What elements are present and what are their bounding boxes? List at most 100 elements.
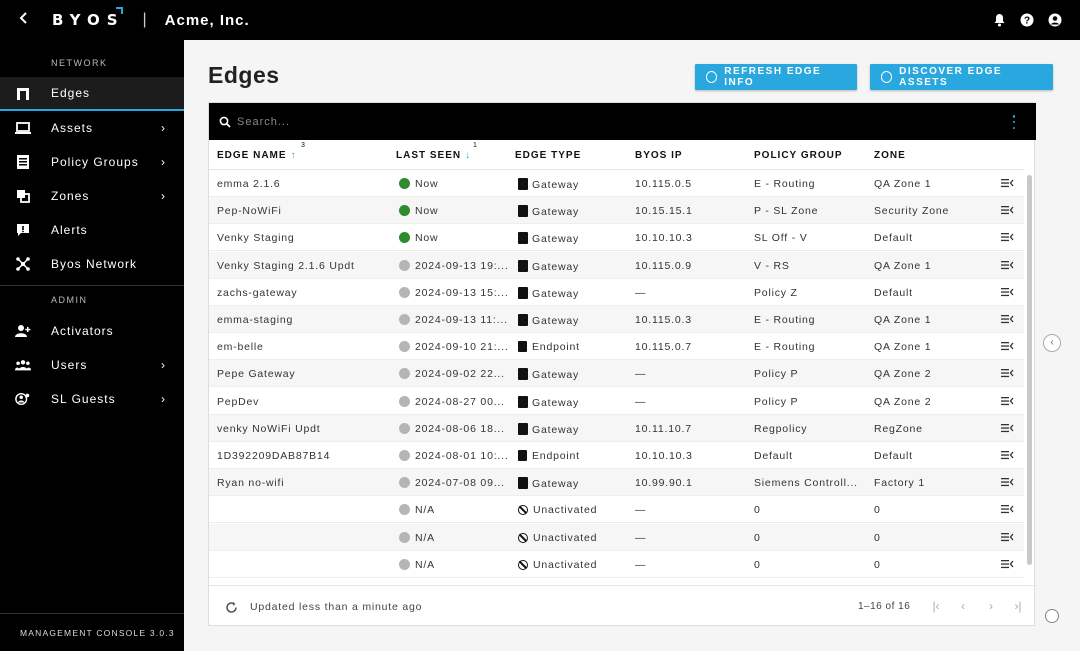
- policy-group-cell: E - Routing: [754, 314, 816, 326]
- row-details-icon[interactable]: [1001, 368, 1014, 378]
- sidebar-item-users[interactable]: Users ›: [0, 348, 184, 382]
- edge-type-cell: Gateway: [518, 286, 630, 300]
- row-details-icon[interactable]: [1001, 504, 1014, 514]
- account-icon[interactable]: [1048, 13, 1062, 27]
- table-row[interactable]: Pepe Gateway 2024-09-02 22... Gateway — Poli…: [209, 360, 1024, 388]
- edge-type-text: Unactivated: [533, 558, 598, 571]
- row-details-icon[interactable]: [1001, 450, 1014, 460]
- sidebar-item-label: Policy Groups: [51, 155, 139, 169]
- table-row[interactable]: N/A Unactivated — 0 0: [209, 523, 1024, 551]
- pagination-info: 1–16 of 16: [858, 601, 911, 612]
- search-input[interactable]: [237, 115, 937, 128]
- row-details-icon[interactable]: [1001, 287, 1014, 297]
- scrollbar-thumb[interactable]: [1027, 175, 1032, 565]
- sidebar-item-assets[interactable]: Assets ›: [0, 111, 184, 145]
- side-panel-icon[interactable]: [1045, 609, 1059, 623]
- byos-logo[interactable]: BYOS: [52, 7, 125, 29]
- edge-name-cell: Venky Staging 2.1.6 Updt: [217, 259, 355, 272]
- sidebar-item-label: Users: [51, 358, 88, 372]
- row-details-icon[interactable]: [1001, 205, 1014, 215]
- sidebar-item-policy-groups[interactable]: Policy Groups ›: [0, 145, 184, 179]
- row-details-icon[interactable]: [1001, 477, 1014, 487]
- byos-ip-cell: —: [635, 395, 647, 408]
- more-options-icon[interactable]: [1012, 115, 1016, 129]
- table-row[interactable]: N/A Unactivated — 0 0: [209, 551, 1024, 578]
- status-dot-icon: [399, 286, 410, 298]
- collapse-panel-icon[interactable]: ‹: [1043, 334, 1061, 352]
- sidebar-item-zones[interactable]: Zones ›: [0, 179, 184, 213]
- last-seen-text: Now: [415, 178, 439, 190]
- sidebar-item-edges[interactable]: Edges: [0, 77, 184, 111]
- previous-page-icon[interactable]: ‹: [961, 599, 965, 613]
- row-details-icon[interactable]: [1001, 178, 1014, 188]
- row-details-icon[interactable]: [1001, 341, 1014, 351]
- policy-group-cell: 0: [754, 531, 761, 544]
- table-scrollbar[interactable]: [1024, 170, 1036, 580]
- policy-group-cell: 0: [754, 558, 761, 571]
- last-seen-cell: N/A: [399, 558, 509, 571]
- sidebar-item-activators[interactable]: Activators: [0, 314, 184, 348]
- help-icon[interactable]: ?: [1020, 13, 1034, 27]
- edge-type-cell: Gateway: [518, 368, 630, 381]
- discover-edge-assets-button[interactable]: DISCOVER EDGE ASSETS: [870, 64, 1053, 90]
- table-row[interactable]: Pep-NoWiFi Now Gateway 10.15.15.1 P - SL Zon…: [209, 197, 1024, 225]
- table-row[interactable]: emma 2.1.6 Now Gateway 10.115.0.5 E - Routin…: [209, 170, 1024, 197]
- table-row[interactable]: Venky Staging 2.1.6 Updt 2024-09-13 19:..…: [209, 251, 1024, 279]
- last-seen-cell: 2024-07-08 09...: [399, 477, 509, 489]
- last-page-icon[interactable]: ›|: [1014, 599, 1022, 613]
- status-dot-icon: [399, 422, 410, 434]
- sort-order-index: 3: [301, 142, 306, 149]
- sidebar-item-byos-network[interactable]: Byos Network: [0, 247, 184, 281]
- row-details-icon[interactable]: [1001, 559, 1014, 569]
- back-button[interactable]: [0, 11, 48, 29]
- row-details-icon[interactable]: [1001, 260, 1014, 270]
- row-details-icon[interactable]: [1001, 532, 1014, 542]
- last-seen-cell: 2024-09-13 15:...: [399, 286, 509, 299]
- gateway-icon: [518, 178, 528, 190]
- table-row[interactable]: N/A Unactivated — 0 0: [209, 496, 1024, 524]
- table-row[interactable]: emma-staging 2024-09-13 11:... Gateway 10.1…: [209, 306, 1024, 333]
- status-dot-icon: [399, 314, 410, 325]
- column-header-byos-ip[interactable]: BYOS IP: [635, 150, 683, 161]
- table-row[interactable]: Ryan no-wifi 2024-07-08 09... Gateway 10.99…: [209, 469, 1024, 497]
- last-seen-cell: 2024-09-13 11:...: [399, 314, 509, 326]
- gateway-icon: [518, 314, 528, 326]
- last-seen-text: 2024-09-13 19:...: [415, 259, 509, 272]
- row-details-icon[interactable]: [1001, 396, 1014, 406]
- table-row[interactable]: PepDev 2024-08-27 00... Gateway — Policy P QA…: [209, 388, 1024, 415]
- table-row[interactable]: zachs-gateway 2024-09-13 15:... Gateway — Po…: [209, 279, 1024, 306]
- refresh-icon[interactable]: [225, 601, 238, 614]
- status-dot-icon: [399, 205, 410, 217]
- last-updated-text: Updated less than a minute ago: [250, 601, 423, 613]
- last-seen-text: N/A: [415, 531, 435, 544]
- status-dot-icon: [399, 450, 410, 461]
- column-header-zone[interactable]: ZONE: [874, 150, 906, 161]
- zone-cell: Default: [874, 450, 913, 462]
- table-row[interactable]: em-belle 2024-09-10 21:... Endpoint 10.115.…: [209, 333, 1024, 361]
- table-row[interactable]: Venky Staging Now Gateway 10.10.10.3 SL Off …: [209, 224, 1024, 252]
- refresh-edge-info-button[interactable]: REFRESH EDGE INFO: [695, 64, 857, 90]
- edge-name-cell: Venky Staging: [217, 232, 295, 245]
- bell-icon[interactable]: [992, 13, 1006, 27]
- network-icon: [15, 256, 31, 272]
- row-details-icon[interactable]: [1001, 314, 1014, 324]
- sidebar-item-alerts[interactable]: Alerts: [0, 213, 184, 247]
- first-page-icon[interactable]: |‹: [932, 599, 940, 613]
- column-header-edge-type[interactable]: EDGE TYPE: [515, 150, 582, 161]
- row-details-icon[interactable]: [1001, 232, 1014, 242]
- column-header-last-seen[interactable]: LAST SEEN ↓ 1: [396, 142, 478, 161]
- cloud-refresh-icon: [706, 71, 718, 83]
- zone-cell: 0: [874, 504, 881, 517]
- edge-type-cell: Endpoint: [518, 341, 630, 353]
- row-details-icon[interactable]: [1001, 423, 1014, 433]
- next-page-icon[interactable]: ›: [989, 599, 993, 613]
- sort-order-index: 1: [473, 142, 478, 149]
- sidebar-item-sl-guests[interactable]: SL Guests ›: [0, 382, 184, 416]
- table-row[interactable]: 1D392209DAB87B14 2024-08-01 10:... Endpoin…: [209, 442, 1024, 469]
- column-header-policy-group[interactable]: POLICY GROUP: [754, 150, 843, 161]
- table-row[interactable]: venky NoWiFi Updt 2024-08-06 18... Gateway…: [209, 414, 1024, 442]
- edge-type-text: Gateway: [532, 260, 580, 273]
- byos-ip-cell: —: [635, 286, 647, 299]
- column-header-edge-name[interactable]: EDGE NAME ↑ 3: [217, 142, 306, 161]
- edge-type-text: Gateway: [532, 478, 580, 491]
